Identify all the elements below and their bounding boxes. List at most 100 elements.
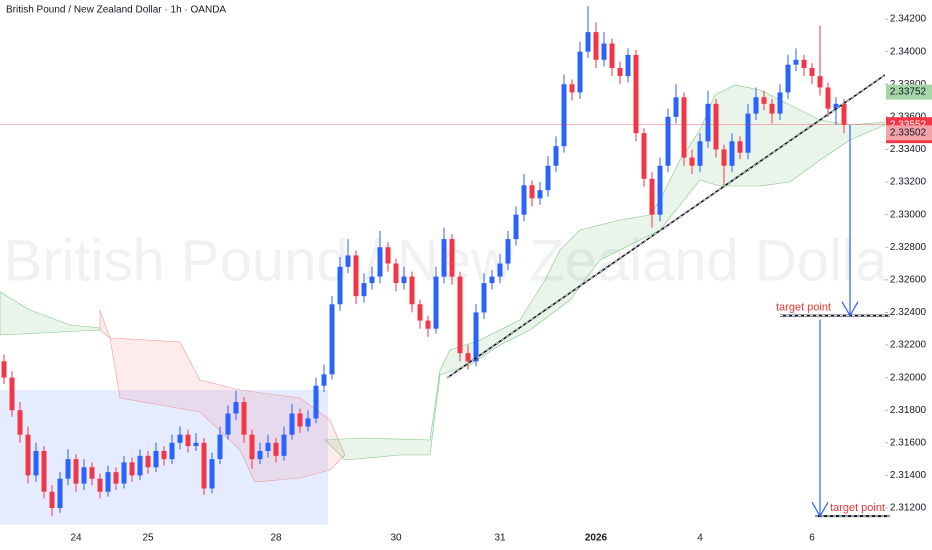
candle-body xyxy=(65,459,71,479)
candle-body xyxy=(273,442,279,456)
x-tick-label: 2026 xyxy=(585,533,608,544)
candle-body xyxy=(649,178,655,215)
candle-body xyxy=(473,312,479,362)
watermark: British Pound / New Zealand Dollar xyxy=(4,228,907,293)
arrow-head xyxy=(811,501,829,518)
price-label-box xyxy=(886,125,932,141)
candles xyxy=(1,6,847,517)
candle-body xyxy=(841,103,847,125)
candle-body xyxy=(529,185,535,199)
y-tick-label: 2.31600 xyxy=(890,437,927,448)
y-tick-label: 2.33600 xyxy=(890,111,927,122)
candle-body xyxy=(729,141,735,166)
candle-body xyxy=(89,467,95,479)
candle-body xyxy=(281,434,287,456)
candle-body xyxy=(57,478,63,508)
candle-body xyxy=(401,276,407,284)
candle-body xyxy=(177,434,183,443)
candle-body xyxy=(33,450,39,476)
candle-body xyxy=(697,141,703,166)
candle-body xyxy=(145,455,151,468)
candle-body xyxy=(385,247,391,264)
x-tick-label: 6 xyxy=(809,533,815,544)
candle-body xyxy=(17,410,23,435)
candle-body xyxy=(9,377,15,411)
candle-body xyxy=(81,467,87,484)
candle-body xyxy=(233,402,239,414)
y-tick-label: 2.34000 xyxy=(890,46,927,57)
candle-body xyxy=(505,239,511,264)
candle-body xyxy=(121,462,127,484)
candle-body xyxy=(169,442,175,460)
candle-body xyxy=(105,472,111,492)
candle-body xyxy=(769,103,775,114)
candle-body xyxy=(161,450,167,460)
candle-body xyxy=(617,67,623,77)
candle-body xyxy=(625,54,631,77)
y-tick-label: 2.32800 xyxy=(890,242,927,253)
candle-body xyxy=(345,255,351,267)
y-tick-label: 2.31800 xyxy=(890,405,927,416)
y-tick-label: 2.31400 xyxy=(890,470,927,481)
candle-body xyxy=(825,87,831,109)
candle-body xyxy=(377,247,383,277)
x-tick-label: 31 xyxy=(494,533,506,544)
candle-body xyxy=(833,103,839,109)
candle-body xyxy=(97,478,103,492)
time-axis xyxy=(0,528,885,550)
y-tick-label: 2.33200 xyxy=(890,177,927,188)
x-tick-label: 28 xyxy=(270,533,282,544)
candle-body xyxy=(257,450,263,460)
candle-body xyxy=(681,97,687,158)
x-tick-label: 30 xyxy=(390,533,402,544)
candle-body xyxy=(393,263,399,284)
candle-body xyxy=(1,361,7,378)
price-label: 2.33552 xyxy=(890,119,927,130)
candle-body xyxy=(673,97,679,117)
candle-body xyxy=(337,266,343,305)
candle-body xyxy=(593,32,599,60)
candle-body xyxy=(793,59,799,65)
candle-body xyxy=(417,304,423,321)
candle-body xyxy=(801,59,807,68)
candle-body xyxy=(185,434,191,447)
candle-body xyxy=(609,43,615,68)
price-label-box xyxy=(886,84,932,100)
y-tick-label: 2.32000 xyxy=(890,372,927,383)
candle-body xyxy=(737,141,743,153)
candle-body xyxy=(441,239,447,277)
candle-body xyxy=(329,304,335,375)
candle-body xyxy=(249,434,255,460)
candle-body xyxy=(641,133,647,179)
candle-body xyxy=(745,113,751,153)
candle-body xyxy=(561,84,567,147)
candle-body xyxy=(809,67,815,77)
trendline-dash xyxy=(446,74,886,379)
candle-body xyxy=(721,149,727,166)
x-tick-label: 4 xyxy=(697,533,703,544)
price-label: 2.33502 xyxy=(890,127,927,138)
candle-body xyxy=(49,491,55,508)
candle-body xyxy=(201,442,207,489)
candle-body xyxy=(465,353,471,362)
candle-body xyxy=(545,165,551,191)
candle-body xyxy=(425,320,431,329)
candle-body xyxy=(297,413,303,427)
candle-body xyxy=(193,442,199,447)
y-tick-label: 2.32200 xyxy=(890,340,927,351)
candle-body xyxy=(305,418,311,427)
candle-body xyxy=(577,51,583,93)
candle-body xyxy=(153,450,159,468)
candle-body xyxy=(321,374,327,386)
target-label: target point xyxy=(776,302,831,314)
candle-body xyxy=(585,32,591,52)
candle-body xyxy=(433,276,439,329)
candle-body xyxy=(313,385,319,419)
candle-body xyxy=(217,434,223,460)
candle-body xyxy=(761,97,767,104)
candle-body xyxy=(73,459,79,484)
candle-body xyxy=(369,276,375,284)
candle-body xyxy=(457,276,463,354)
candle-body xyxy=(713,103,719,150)
